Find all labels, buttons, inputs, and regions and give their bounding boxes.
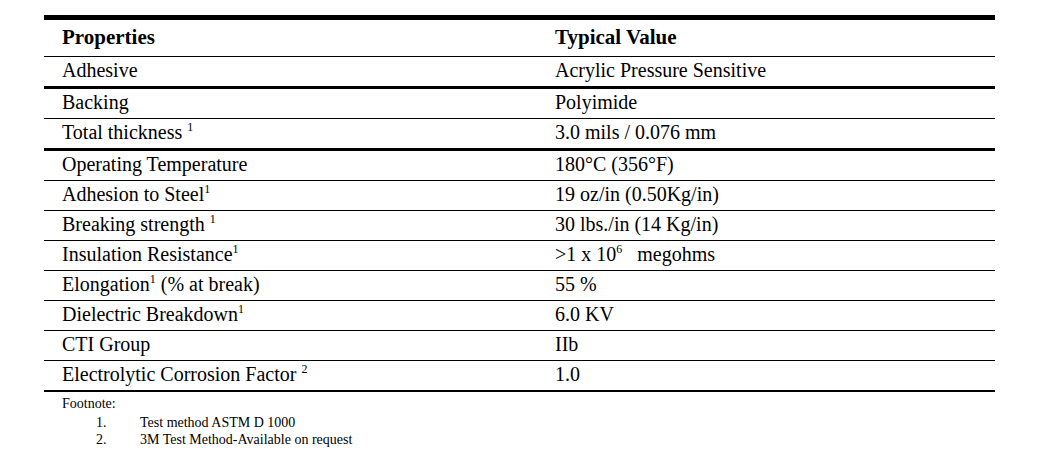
value-text: 30 lbs./in (14 Kg/in) xyxy=(555,213,718,235)
value-cell: IIb xyxy=(555,331,995,361)
property-text: Backing xyxy=(62,91,129,113)
table-row: Elongation1 (% at break) 55 % xyxy=(44,271,995,301)
properties-table: Properties Typical Value Adhesive Acryli… xyxy=(44,15,995,392)
property-cell: Dielectric Breakdown1 xyxy=(44,301,555,331)
footnote-number: 1. xyxy=(96,414,140,431)
property-text: Electrolytic Corrosion Factor 2 xyxy=(62,363,307,385)
footnote-number: 2. xyxy=(96,431,140,448)
value-text: 55 % xyxy=(555,273,597,295)
footnote-item: 2. 3M Test Method-Available on request xyxy=(62,431,995,448)
value-cell: 180°C (356°F) xyxy=(555,150,995,181)
table-row: Insulation Resistance1 >1 x 106 megohms xyxy=(44,241,995,271)
value-cell: Acrylic Pressure Sensitive xyxy=(555,57,995,88)
value-text: IIb xyxy=(555,333,578,355)
property-text: Dielectric Breakdown1 xyxy=(62,303,244,325)
table-row: Operating Temperature 180°C (356°F) xyxy=(44,150,995,181)
footnote-label: Footnote: xyxy=(62,395,995,412)
property-cell: Adhesive xyxy=(44,57,555,88)
value-text: Polyimide xyxy=(555,91,637,113)
table-row: Backing Polyimide xyxy=(44,88,995,119)
table-row: Dielectric Breakdown1 6.0 KV xyxy=(44,301,995,331)
footnote-section: Footnote: 1. Test method ASTM D 1000 2. … xyxy=(44,395,995,448)
value-text: >1 x 106 megohms xyxy=(555,243,715,265)
property-text: Breaking strength 1 xyxy=(62,213,216,235)
table-header-row: Properties Typical Value xyxy=(44,18,995,57)
value-cell: 1.0 xyxy=(555,361,995,392)
table-row: Adhesion to Steel1 19 oz/in (0.50Kg/in) xyxy=(44,181,995,211)
property-cell: Backing xyxy=(44,88,555,119)
property-cell: Elongation1 (% at break) xyxy=(44,271,555,301)
value-text: 1.0 xyxy=(555,363,580,385)
property-text: CTI Group xyxy=(62,333,150,355)
property-cell: Operating Temperature xyxy=(44,150,555,181)
value-cell: 19 oz/in (0.50Kg/in) xyxy=(555,181,995,211)
footnote-item: 1. Test method ASTM D 1000 xyxy=(62,414,995,431)
property-text: Insulation Resistance1 xyxy=(62,243,239,265)
property-text: Operating Temperature xyxy=(62,153,247,175)
value-text: 180°C (356°F) xyxy=(555,153,674,175)
value-text: 6.0 KV xyxy=(555,303,614,325)
table-row: Breaking strength 1 30 lbs./in (14 Kg/in… xyxy=(44,211,995,241)
value-cell: 30 lbs./in (14 Kg/in) xyxy=(555,211,995,241)
footnote-text: 3M Test Method-Available on request xyxy=(140,431,352,448)
header-properties: Properties xyxy=(44,18,555,57)
header-typical-value: Typical Value xyxy=(555,18,995,57)
property-text: Adhesion to Steel1 xyxy=(62,183,210,205)
table-row: Electrolytic Corrosion Factor 2 1.0 xyxy=(44,361,995,392)
property-cell: Total thickness 1 xyxy=(44,119,555,150)
property-cell: Adhesion to Steel1 xyxy=(44,181,555,211)
table-row: CTI Group IIb xyxy=(44,331,995,361)
footnote-text: Test method ASTM D 1000 xyxy=(140,414,295,431)
value-text: 19 oz/in (0.50Kg/in) xyxy=(555,183,719,205)
value-cell: Polyimide xyxy=(555,88,995,119)
table-row: Adhesive Acrylic Pressure Sensitive xyxy=(44,57,995,88)
value-cell: 55 % xyxy=(555,271,995,301)
table-row: Total thickness 1 3.0 mils / 0.076 mm xyxy=(44,119,995,150)
datasheet-sheet: Properties Typical Value Adhesive Acryli… xyxy=(44,15,995,448)
property-cell: Electrolytic Corrosion Factor 2 xyxy=(44,361,555,392)
value-cell: >1 x 106 megohms xyxy=(555,241,995,271)
property-cell: Breaking strength 1 xyxy=(44,211,555,241)
property-text: Total thickness 1 xyxy=(62,121,193,143)
value-text: 3.0 mils / 0.076 mm xyxy=(555,121,716,143)
value-text: Acrylic Pressure Sensitive xyxy=(555,59,766,81)
property-text: Adhesive xyxy=(62,59,138,81)
property-text: Elongation1 (% at break) xyxy=(62,273,260,295)
table-body: Adhesive Acrylic Pressure Sensitive Back… xyxy=(44,57,995,392)
property-cell: CTI Group xyxy=(44,331,555,361)
value-cell: 6.0 KV xyxy=(555,301,995,331)
value-cell: 3.0 mils / 0.076 mm xyxy=(555,119,995,150)
property-cell: Insulation Resistance1 xyxy=(44,241,555,271)
